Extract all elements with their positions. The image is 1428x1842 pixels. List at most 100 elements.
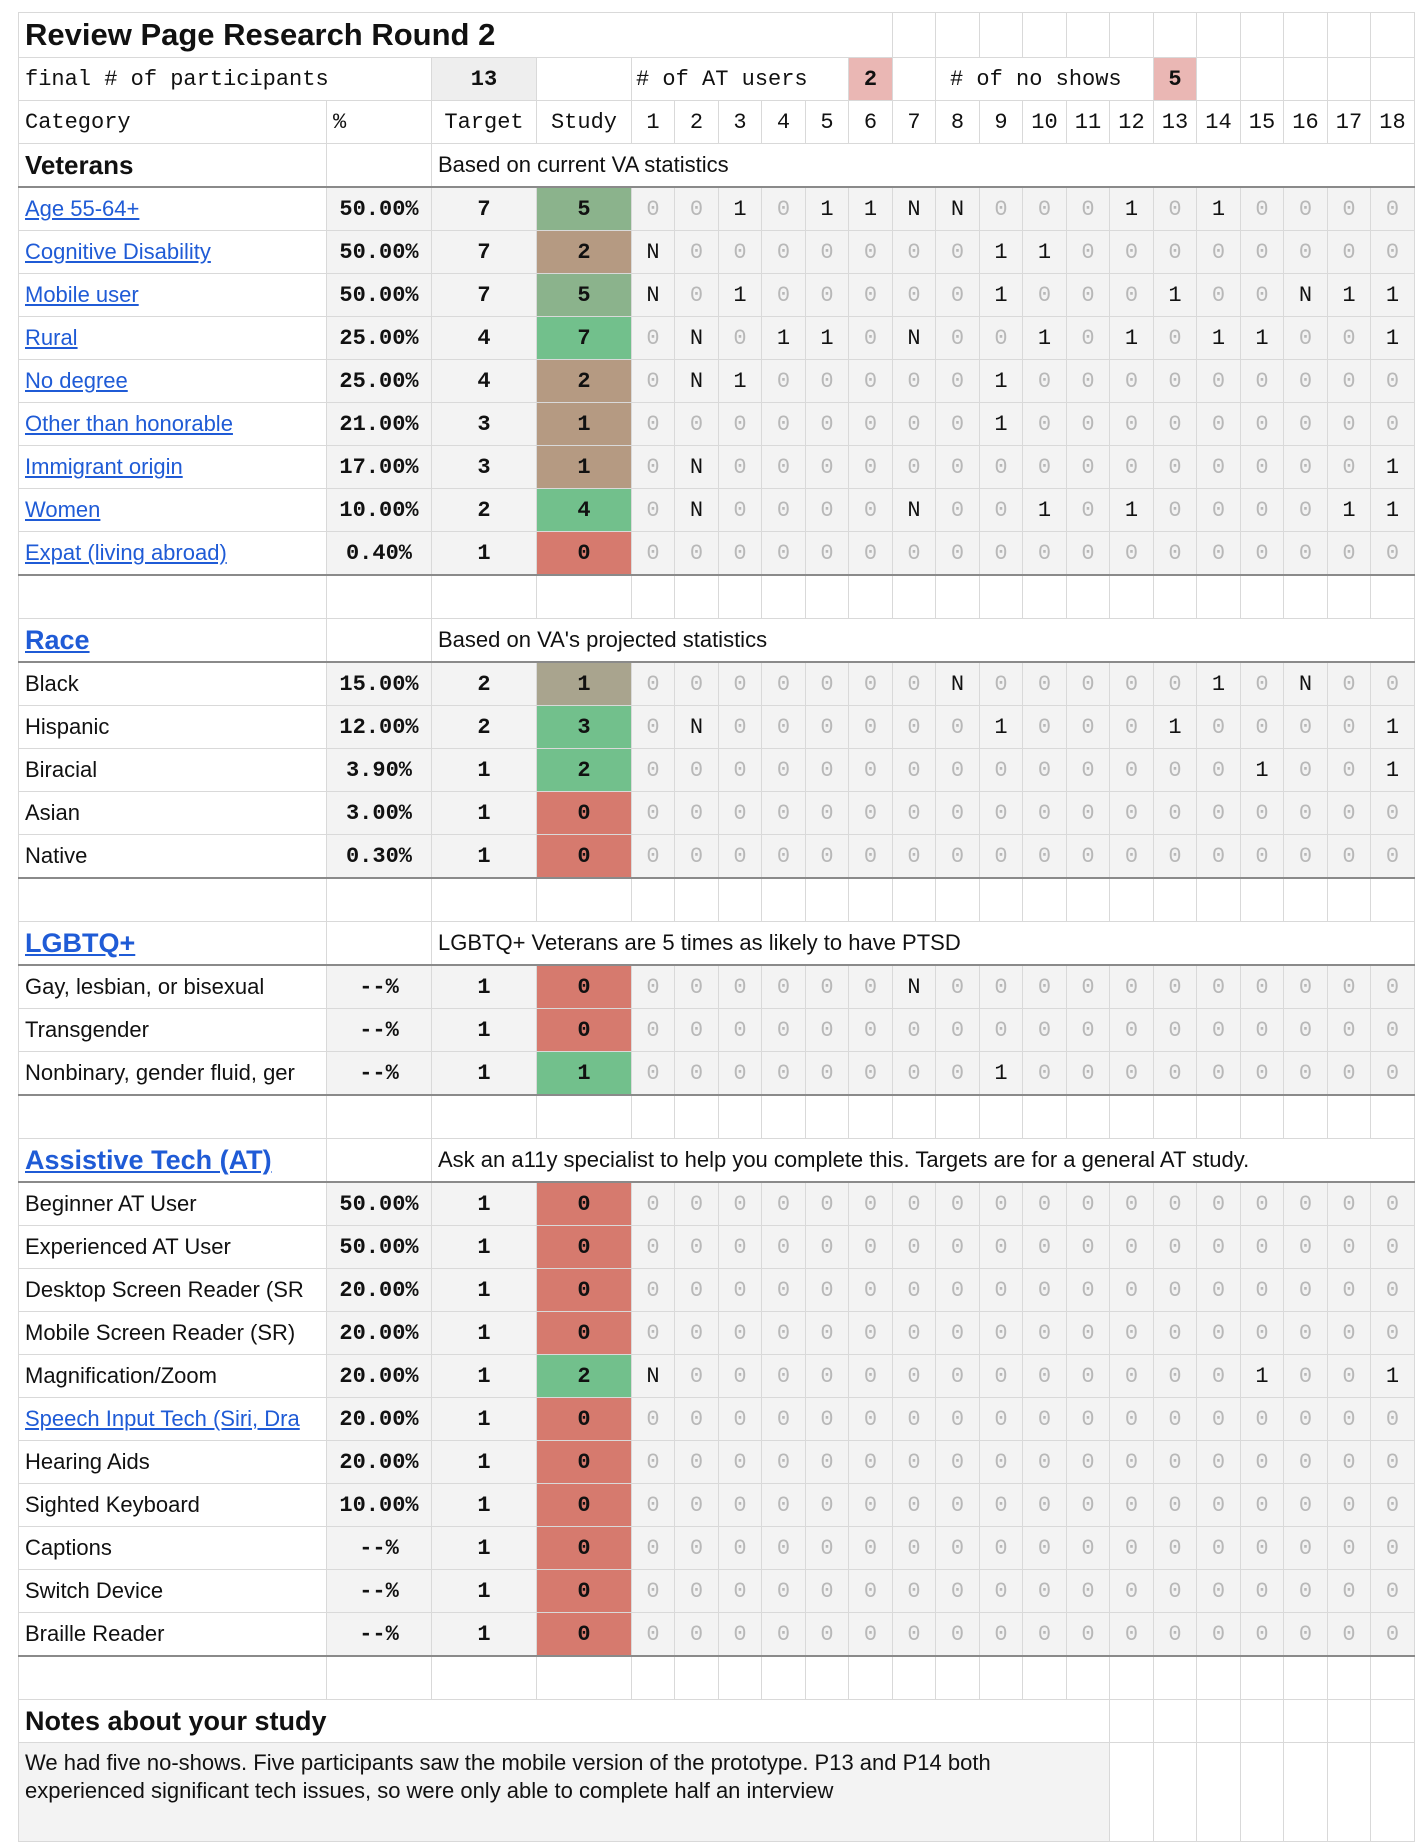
- participant-cell[interactable]: 0: [1283, 1569, 1328, 1613]
- participant-cell[interactable]: 0: [979, 661, 1023, 706]
- section-title-veterans[interactable]: Veterans: [18, 143, 327, 188]
- participant-cell[interactable]: 0: [892, 1008, 936, 1052]
- participant-cell[interactable]: 0: [935, 402, 980, 446]
- percent-cell[interactable]: --%: [326, 964, 432, 1009]
- participant-cell[interactable]: 0: [1240, 1311, 1284, 1355]
- empty-cell[interactable]: [892, 12, 936, 58]
- participant-cell[interactable]: 0: [674, 1311, 719, 1355]
- category-cell[interactable]: Asian: [18, 791, 327, 835]
- participant-cell[interactable]: 0: [631, 1440, 675, 1484]
- participant-cell[interactable]: 0: [1153, 1008, 1197, 1052]
- participant-cell[interactable]: 0: [1153, 834, 1197, 879]
- participant-cell[interactable]: 0: [674, 1397, 719, 1441]
- target-cell[interactable]: 2: [431, 661, 537, 706]
- empty-cell[interactable]: [1022, 1094, 1067, 1139]
- participant-cell[interactable]: 0: [1196, 1397, 1241, 1441]
- participant-cell[interactable]: 1: [1327, 273, 1371, 317]
- empty-cell[interactable]: [536, 57, 632, 101]
- section-title-assistive-tech-at[interactable]: Assistive Tech (AT): [18, 1138, 327, 1183]
- notes-title[interactable]: Notes about your study: [18, 1699, 1110, 1743]
- participant-cell[interactable]: 0: [979, 964, 1023, 1009]
- participant-cell[interactable]: 0: [1196, 1311, 1241, 1355]
- participant-cell[interactable]: 0: [1327, 186, 1371, 231]
- empty-cell[interactable]: [979, 574, 1023, 619]
- participant-cell[interactable]: 0: [761, 1354, 806, 1398]
- participant-cell[interactable]: 0: [631, 359, 675, 403]
- target-cell[interactable]: 1: [431, 1569, 537, 1613]
- empty-cell[interactable]: [1109, 1742, 1154, 1842]
- participant-cell[interactable]: 0: [935, 1051, 980, 1096]
- participant-header[interactable]: 6: [848, 100, 893, 144]
- participant-cell[interactable]: 0: [674, 1008, 719, 1052]
- participant-cell[interactable]: 0: [892, 748, 936, 792]
- empty-cell[interactable]: [1283, 574, 1328, 619]
- participant-cell[interactable]: 0: [1022, 748, 1067, 792]
- participant-cell[interactable]: 0: [631, 316, 675, 360]
- participant-cell[interactable]: 1: [1370, 273, 1415, 317]
- participant-cell[interactable]: 0: [979, 186, 1023, 231]
- participant-cell[interactable]: 0: [805, 1397, 849, 1441]
- participant-cell[interactable]: 0: [1283, 531, 1328, 576]
- participant-cell[interactable]: 0: [1240, 1569, 1284, 1613]
- participant-cell[interactable]: 1: [1196, 661, 1241, 706]
- participant-cell[interactable]: 1: [979, 273, 1023, 317]
- participant-cell[interactable]: 0: [1153, 531, 1197, 576]
- participant-cell[interactable]: 0: [1240, 273, 1284, 317]
- empty-cell[interactable]: [631, 1655, 675, 1700]
- participant-cell[interactable]: 0: [631, 964, 675, 1009]
- participant-cell[interactable]: 0: [1022, 1440, 1067, 1484]
- percent-cell[interactable]: 15.00%: [326, 661, 432, 706]
- participant-cell[interactable]: 0: [1327, 1440, 1371, 1484]
- participant-cell[interactable]: 0: [1240, 531, 1284, 576]
- participant-cell[interactable]: 1: [979, 402, 1023, 446]
- participant-cell[interactable]: 0: [1327, 1354, 1371, 1398]
- empty-cell[interactable]: [848, 574, 893, 619]
- participant-cell[interactable]: 0: [892, 834, 936, 879]
- empty-cell[interactable]: [536, 1094, 632, 1139]
- percent-cell[interactable]: 50.00%: [326, 230, 432, 274]
- percent-cell[interactable]: 50.00%: [326, 1225, 432, 1269]
- participant-cell[interactable]: 0: [718, 1440, 762, 1484]
- category-cell[interactable]: Nonbinary, gender fluid, ger: [18, 1051, 327, 1096]
- empty-cell[interactable]: [326, 143, 432, 188]
- target-cell[interactable]: 1: [431, 834, 537, 879]
- participant-cell[interactable]: 0: [1283, 1440, 1328, 1484]
- empty-cell[interactable]: [848, 1655, 893, 1700]
- empty-cell[interactable]: [1370, 1094, 1415, 1139]
- participant-cell[interactable]: 0: [631, 186, 675, 231]
- participant-cell[interactable]: 0: [1109, 791, 1154, 835]
- participant-cell[interactable]: 0: [805, 273, 849, 317]
- category-label[interactable]: Other than honorable: [25, 411, 233, 436]
- target-cell[interactable]: 1: [431, 1008, 537, 1052]
- participant-cell[interactable]: 1: [1240, 748, 1284, 792]
- participant-cell[interactable]: N: [892, 186, 936, 231]
- study-count-cell[interactable]: 2: [536, 230, 632, 274]
- participant-cell[interactable]: 1: [848, 186, 893, 231]
- participant-cell[interactable]: N: [1283, 661, 1328, 706]
- participant-cell[interactable]: 0: [718, 791, 762, 835]
- percent-cell[interactable]: 10.00%: [326, 488, 432, 532]
- participant-cell[interactable]: 0: [1196, 1440, 1241, 1484]
- participant-cell[interactable]: 0: [935, 791, 980, 835]
- empty-cell[interactable]: [326, 921, 432, 966]
- participant-cell[interactable]: 0: [848, 1440, 893, 1484]
- participant-cell[interactable]: 0: [1066, 1008, 1110, 1052]
- participant-cell[interactable]: 1: [1196, 316, 1241, 360]
- participant-cell[interactable]: 0: [935, 1311, 980, 1355]
- empty-cell[interactable]: [1109, 1094, 1154, 1139]
- empty-cell[interactable]: [18, 574, 327, 619]
- participant-cell[interactable]: 0: [979, 531, 1023, 576]
- participant-cell[interactable]: 0: [805, 1569, 849, 1613]
- empty-cell[interactable]: [979, 877, 1023, 922]
- participant-cell[interactable]: 0: [1283, 705, 1328, 749]
- participant-cell[interactable]: 0: [1109, 531, 1154, 576]
- participant-cell[interactable]: 0: [1109, 1008, 1154, 1052]
- study-count-cell[interactable]: 0: [536, 1008, 632, 1052]
- category-label[interactable]: No degree: [25, 368, 128, 393]
- participant-header[interactable]: 17: [1327, 100, 1371, 144]
- participant-cell[interactable]: 0: [1066, 1225, 1110, 1269]
- empty-cell[interactable]: [326, 1094, 432, 1139]
- category-cell[interactable]: Mobile user: [18, 273, 327, 317]
- empty-cell[interactable]: [536, 877, 632, 922]
- empty-cell[interactable]: [1240, 12, 1284, 58]
